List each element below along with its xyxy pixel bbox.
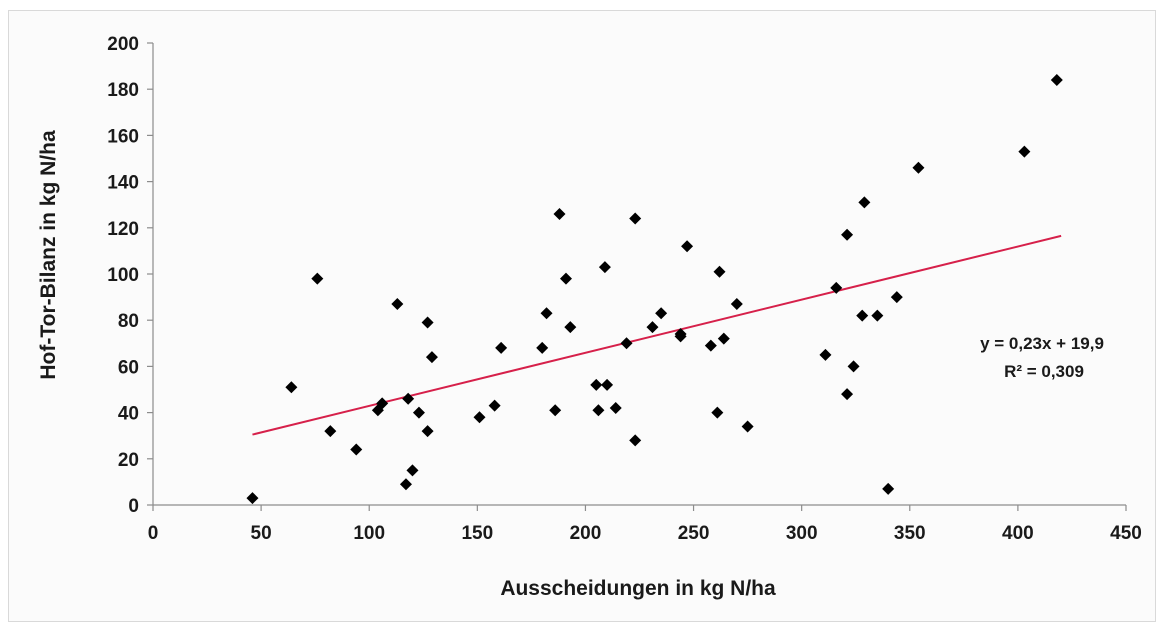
trendline-r-squared: R² = 0,309 bbox=[1004, 362, 1084, 381]
y-tick-label: 160 bbox=[107, 126, 139, 147]
x-tick-label: 350 bbox=[894, 523, 926, 544]
data-point bbox=[819, 348, 832, 361]
data-point bbox=[730, 298, 743, 311]
data-point bbox=[406, 464, 419, 477]
data-point bbox=[858, 196, 871, 209]
data-point bbox=[704, 339, 717, 352]
trendline-equation: y = 0,23x + 19,9 bbox=[980, 334, 1104, 353]
data-point bbox=[841, 228, 854, 241]
y-tick-label: 60 bbox=[118, 357, 139, 378]
data-point bbox=[473, 411, 486, 424]
data-point bbox=[882, 482, 895, 495]
y-tick-label: 80 bbox=[118, 311, 139, 332]
data-point bbox=[592, 404, 605, 417]
data-point bbox=[1050, 73, 1063, 86]
x-tick-label: 250 bbox=[678, 523, 710, 544]
points-layer bbox=[246, 73, 1063, 505]
data-point bbox=[564, 321, 577, 334]
data-point bbox=[311, 272, 324, 285]
data-point bbox=[421, 425, 434, 438]
ticks-layer: 0 20 40 60 80 100 120 140 160 180 200 0 50 100 150 200 2… bbox=[107, 34, 1142, 544]
x-tick-label: 450 bbox=[1110, 523, 1142, 544]
data-point bbox=[890, 291, 903, 304]
trendline bbox=[252, 234, 1062, 436]
data-point bbox=[646, 321, 659, 334]
data-point bbox=[402, 392, 415, 405]
data-point bbox=[856, 309, 869, 322]
x-tick-label: 200 bbox=[570, 523, 602, 544]
data-point bbox=[598, 261, 611, 274]
data-point bbox=[488, 399, 501, 412]
data-point bbox=[246, 492, 259, 505]
data-point bbox=[629, 212, 642, 225]
data-point bbox=[391, 298, 404, 311]
x-tick-label: 0 bbox=[148, 523, 159, 544]
data-point bbox=[285, 381, 298, 394]
data-point bbox=[847, 360, 860, 373]
data-point bbox=[713, 265, 726, 278]
data-point bbox=[841, 388, 854, 401]
chart-frame: 0 20 40 60 80 100 120 140 160 180 200 0 50 100 150 200 2… bbox=[8, 10, 1156, 622]
data-point bbox=[350, 443, 363, 456]
y-tick-label: 100 bbox=[107, 265, 139, 286]
data-point bbox=[495, 341, 508, 354]
x-tick-label: 150 bbox=[461, 523, 493, 544]
data-point bbox=[559, 272, 572, 285]
data-point bbox=[717, 332, 730, 345]
x-tick-label: 50 bbox=[251, 523, 272, 544]
data-point bbox=[590, 378, 603, 391]
data-point bbox=[549, 404, 562, 417]
y-tick-label: 0 bbox=[128, 496, 139, 517]
data-point bbox=[412, 406, 425, 419]
x-tick-label: 100 bbox=[353, 523, 385, 544]
data-point bbox=[681, 240, 694, 253]
data-point bbox=[674, 330, 687, 343]
data-point bbox=[655, 307, 668, 320]
y-tick-label: 120 bbox=[107, 219, 139, 240]
y-tick-label: 140 bbox=[107, 173, 139, 194]
y-tick-label: 200 bbox=[107, 34, 139, 55]
data-point bbox=[376, 397, 389, 410]
y-tick-label: 180 bbox=[107, 80, 139, 101]
data-point bbox=[324, 425, 337, 438]
y-tick-label: 20 bbox=[118, 450, 139, 471]
y-axis-label: Hof-Tor-Bilanz in kg N/ha bbox=[37, 130, 60, 380]
data-point bbox=[629, 434, 642, 447]
trendline-layer bbox=[252, 234, 1062, 436]
data-point bbox=[399, 478, 412, 491]
data-point bbox=[601, 378, 614, 391]
y-tick-label: 40 bbox=[118, 404, 139, 425]
data-point bbox=[540, 307, 553, 320]
data-point bbox=[711, 406, 724, 419]
x-tick-label: 400 bbox=[1002, 523, 1034, 544]
axes-layer bbox=[152, 43, 1126, 506]
data-point bbox=[553, 207, 566, 220]
data-point bbox=[421, 316, 434, 329]
data-point bbox=[830, 281, 843, 294]
x-tick-label: 300 bbox=[786, 523, 818, 544]
data-point bbox=[536, 341, 549, 354]
data-point bbox=[871, 309, 884, 322]
data-point bbox=[1018, 145, 1031, 158]
data-point bbox=[741, 420, 754, 433]
data-point bbox=[609, 401, 622, 414]
x-axis-label: Ausscheidungen in kg N/ha bbox=[500, 577, 776, 600]
scatter-chart: 0 20 40 60 80 100 120 140 160 180 200 0 50 100 150 200 2… bbox=[37, 34, 1142, 600]
data-point bbox=[620, 337, 633, 350]
data-point bbox=[912, 161, 925, 174]
data-point bbox=[425, 351, 438, 364]
